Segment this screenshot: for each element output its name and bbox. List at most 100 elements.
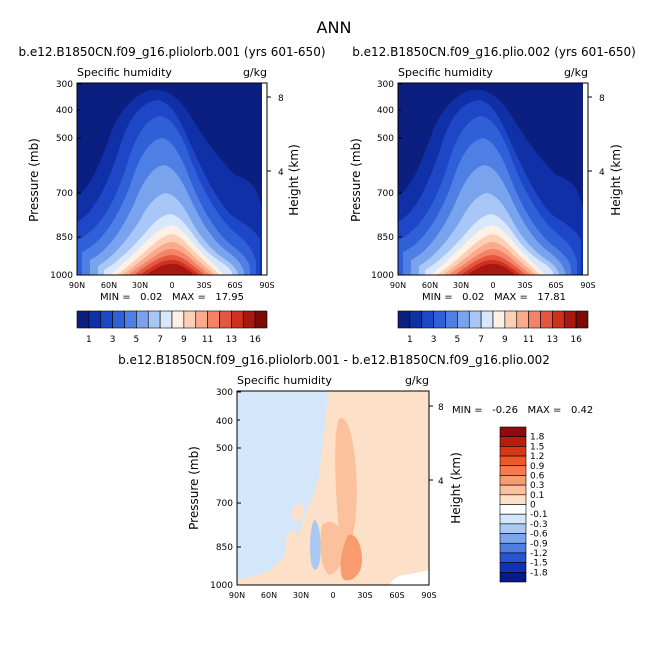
panel-1-y2label: Height (km): [287, 144, 301, 215]
panel-2-ytick-0: 300: [377, 80, 394, 90]
panel-1-xtick-4: 30S: [196, 281, 211, 290]
panel-3-colorbar-box: [499, 513, 527, 525]
panel-3-level-pos-mid-left: [320, 521, 345, 575]
panel-3-xtick-4: 30S: [357, 591, 372, 600]
panel-1-colorbar-labels: 1 3 5 7 9 11 13 16: [86, 335, 261, 345]
panel-2-left-subtitle: Specific humidity: [398, 66, 493, 79]
panel-2-field: [398, 83, 588, 275]
panel-2-y2tick-0: 8: [599, 94, 605, 104]
panel-1-y2tick-marks: [267, 96, 271, 172]
panel-2-colorbar-label: 1: [407, 335, 413, 345]
panel-2-ytick-marks: [398, 83, 402, 276]
panel-2-colorbar-box: [468, 310, 482, 329]
panel-1-colorbar-box: [183, 310, 197, 329]
panel-1-colorbar-label: 11: [202, 335, 213, 345]
panel-3-colorbar-box: [499, 484, 527, 496]
panel-2-ylabel: Pressure (mb): [349, 138, 363, 222]
panel-2-y2label: Height (km): [609, 144, 623, 215]
panel-3-field: [237, 391, 429, 585]
panel-1-ytick-0: 300: [56, 80, 73, 90]
panel-1-xtick-1: 60N: [101, 281, 117, 290]
panel-3-level-pos-mid-upper: [335, 417, 357, 545]
panel-3-y2-axis: 8 4 Height (km): [429, 403, 463, 524]
panel-1-right-subtitle: g/kg: [243, 66, 267, 79]
panel-3-colorbar: 1.81.51.20.90.60.30.10-0.1-0.3-0.6-0.9-1…: [499, 426, 548, 583]
panel-3-ylabel: Pressure (mb): [187, 446, 201, 530]
panel-3-y2tick-0: 8: [438, 403, 444, 413]
panel-2-colorbar-box: [528, 310, 541, 329]
panel-1-ytick-2: 500: [56, 134, 73, 144]
panel-3-title: b.e12.B1850CN.f09_g16.pliolorb.001 - b.e…: [118, 353, 550, 367]
panel-1-field: [77, 83, 267, 275]
panel-3-y-axis: 300 400 500 700 850 1000 Pressure (mb): [187, 388, 241, 591]
panel-2-xtick-3: 0: [490, 281, 495, 290]
panel-3-ytick-0: 300: [216, 388, 233, 398]
panel-1-colorbar-box: [136, 310, 149, 329]
page-title: ANN: [317, 18, 352, 37]
panel-1-colorbar-box: [159, 310, 173, 329]
panel-1-ytick-5: 1000: [50, 271, 73, 281]
panel-2-y2-axis: 8 4 Height (km): [588, 94, 623, 216]
panel-3-colorbar-box: [499, 542, 527, 554]
panel-3-colorbar-label: -0.9: [530, 539, 548, 549]
panel-3-level-pos-strong: [340, 534, 362, 581]
panel-2-colorbar-box: [492, 310, 506, 329]
panel-2-title: b.e12.B1850CN.f09_g16.plio.002 (yrs 601-…: [352, 45, 636, 59]
panel-1-colorbar-box: [147, 310, 161, 329]
panel-2-level-14: [467, 264, 516, 275]
panel-2-xtick-5: 60S: [548, 281, 563, 290]
panel-2-xtick-4: 30S: [517, 281, 532, 290]
panel-1-colorbar-box: [171, 310, 185, 329]
panel-3-xtick-2: 30N: [293, 591, 309, 600]
panel-3-y2label: Height (km): [449, 452, 463, 523]
panel-3-colorbar-box: [499, 552, 527, 563]
panel-3-frame: [236, 390, 430, 586]
panel-1-colorbar-box: [76, 310, 90, 329]
panel-2-colorbar-label: 9: [502, 335, 508, 345]
panel-2-colorbar-box: [480, 310, 494, 329]
panel-3-colorbar-label: -0.1: [530, 510, 548, 520]
panel-1-colorbar-box: [231, 310, 244, 329]
panel-1-ytick-1: 400: [56, 106, 73, 116]
panel-2-colorbar-label: 3: [431, 335, 437, 345]
panel-1-colorbar-label: 16: [249, 335, 261, 345]
panel-1-colorbar-box: [242, 310, 256, 329]
panel-2-right-subtitle: g/kg: [564, 66, 588, 79]
panel-1-colorbar-box: [112, 310, 125, 329]
panel-1-frame: [76, 82, 268, 276]
panel-2-colorbar-box: [516, 310, 529, 329]
panel-1-colorbar-box: [207, 310, 220, 329]
panel-3-colorbar-box: [499, 455, 527, 467]
panel-1-colorbar-box: [219, 310, 232, 329]
panel-2-colorbar-box: [433, 310, 446, 329]
panel-1-xtick-6: 90S: [259, 281, 274, 290]
panel-1-y2tick-0: 8: [278, 94, 284, 104]
panel-3-colorbar-box: [499, 494, 527, 505]
panel-1-ytick-3: 700: [56, 189, 73, 199]
panel-3-colorbar-label: 0.3: [530, 481, 544, 491]
panel-2-colorbar-box: [409, 310, 423, 329]
panel-3-pos-patch-a: [291, 503, 305, 522]
panel-2-ytick-2: 500: [377, 134, 394, 144]
panel-3-colorbar-boxes: [499, 426, 527, 583]
panel-1-ylabel: Pressure (mb): [27, 138, 41, 222]
panel-3-colorbar-labels: 1.81.51.20.90.60.30.10-0.1-0.3-0.6-0.9-1…: [530, 433, 548, 579]
panel-3-ytick-3: 700: [216, 499, 233, 509]
panel-3-colorbar-box: [499, 426, 527, 437]
panel-3-xtick-1: 60N: [261, 591, 277, 600]
panel-3: b.e12.B1850CN.f09_g16.pliolorb.001 - b.e…: [118, 353, 593, 600]
panel-1-colorbar-label: 13: [226, 335, 237, 345]
panel-3-colorbar-box: [499, 533, 527, 544]
panel-2-colorbar: 1 3 5 7 9 11 13 16: [397, 310, 589, 345]
panel-1-stats: MIN = 0.02 MAX = 17.95: [100, 292, 244, 303]
panel-3-colorbar-label: -0.6: [530, 530, 548, 540]
panel-1-xtick-3: 0: [169, 281, 174, 290]
panel-3-colorbar-box: [499, 562, 527, 573]
panel-1-title: b.e12.B1850CN.f09_g16.pliolorb.001 (yrs …: [18, 45, 325, 59]
panel-2-colorbar-label: 11: [523, 335, 534, 345]
panel-1-level-14: [146, 264, 195, 275]
panel-1-xtick-5: 60S: [227, 281, 242, 290]
panel-2-colorbar-box: [540, 310, 553, 329]
panel-2-ytick-1: 400: [377, 106, 394, 116]
panel-3-colorbar-label: 0: [530, 501, 536, 511]
